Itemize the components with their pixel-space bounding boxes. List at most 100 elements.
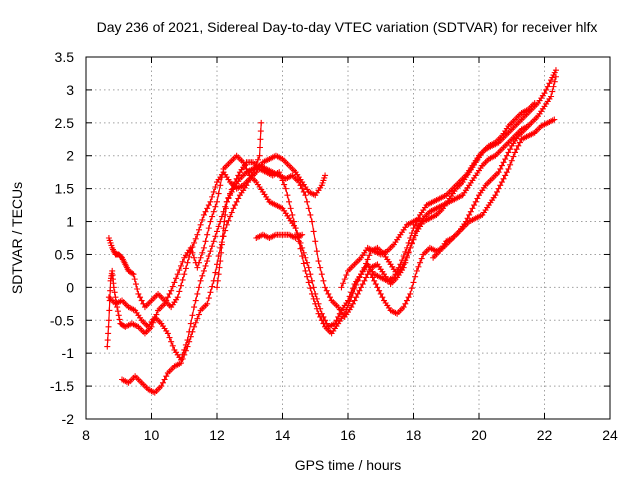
data-point xyxy=(230,182,237,189)
data-point xyxy=(500,175,507,182)
data-point xyxy=(549,88,556,95)
data-point xyxy=(235,195,242,202)
data-point xyxy=(502,172,509,179)
data-point xyxy=(168,287,175,294)
y-axis-label: SDTVAR / TECUs xyxy=(9,182,25,294)
data-point xyxy=(531,100,538,107)
data-point xyxy=(469,205,476,212)
data-point xyxy=(131,276,138,283)
data-point xyxy=(551,116,558,123)
data-point xyxy=(215,223,222,230)
data-point xyxy=(199,216,206,223)
y-tick-label: -2 xyxy=(62,411,75,427)
data-point xyxy=(467,208,474,215)
x-tick-label: 10 xyxy=(144,427,160,443)
data-point xyxy=(294,231,301,238)
data-point xyxy=(173,275,180,282)
data-point xyxy=(292,225,299,232)
data-point xyxy=(304,198,311,205)
data-point xyxy=(351,286,358,293)
series xyxy=(367,116,558,317)
data-point xyxy=(307,211,314,218)
data-point xyxy=(516,139,523,146)
data-point xyxy=(286,198,293,205)
data-point xyxy=(313,248,320,255)
data-point xyxy=(227,190,234,197)
data-point xyxy=(204,300,211,307)
data-point xyxy=(174,294,181,301)
data-point xyxy=(179,351,186,358)
data-point xyxy=(243,182,250,189)
data-point xyxy=(300,188,307,195)
data-point xyxy=(112,294,119,301)
x-tick-label: 22 xyxy=(537,427,553,443)
data-point xyxy=(402,300,409,307)
data-point xyxy=(364,256,371,263)
data-point xyxy=(297,245,304,252)
data-point xyxy=(410,236,417,243)
data-point xyxy=(210,238,217,245)
data-point xyxy=(137,294,144,301)
data-point xyxy=(345,302,351,309)
data-point xyxy=(552,67,559,74)
data-point xyxy=(305,264,312,271)
data-point xyxy=(377,290,384,297)
series xyxy=(214,100,538,337)
data-point xyxy=(356,274,363,281)
data-point xyxy=(194,290,201,297)
x-axis-label: GPS time / hours xyxy=(295,457,402,473)
data-point xyxy=(217,182,224,189)
data-point xyxy=(194,231,201,238)
data-point xyxy=(164,330,171,337)
data-point xyxy=(402,257,409,264)
data-point xyxy=(503,152,510,159)
data-point xyxy=(548,93,555,100)
data-point xyxy=(494,188,501,195)
data-point xyxy=(400,304,407,311)
data-point xyxy=(177,262,184,269)
data-point xyxy=(300,260,307,267)
data-point xyxy=(338,284,345,291)
data-point xyxy=(318,271,325,278)
data-point xyxy=(176,288,183,295)
data-point xyxy=(282,185,289,192)
data-point xyxy=(317,264,324,271)
data-point xyxy=(372,281,379,288)
data-point xyxy=(318,317,325,324)
data-point xyxy=(209,283,216,290)
data-point xyxy=(195,311,202,318)
data-point xyxy=(312,300,319,307)
data-point xyxy=(299,185,306,192)
data-point xyxy=(107,287,114,294)
data-point xyxy=(215,271,222,278)
data-point xyxy=(232,179,239,186)
data-point xyxy=(212,203,219,210)
data-point xyxy=(276,169,283,176)
data-point xyxy=(551,78,558,85)
data-point xyxy=(257,136,264,143)
data-point xyxy=(207,248,214,255)
data-point xyxy=(498,162,505,169)
data-point xyxy=(186,253,193,260)
y-tick-label: -1 xyxy=(62,345,75,361)
data-point xyxy=(114,308,121,315)
data-point xyxy=(176,267,183,274)
data-point xyxy=(472,198,479,205)
y-tick-label: -1.5 xyxy=(50,378,74,394)
data-point xyxy=(256,144,263,151)
data-point xyxy=(115,312,122,319)
data-point xyxy=(205,253,212,260)
data-point xyxy=(356,287,363,294)
data-point xyxy=(254,156,261,163)
data-point xyxy=(195,226,202,233)
data-point xyxy=(169,342,176,349)
data-point xyxy=(192,319,199,326)
y-tick-label: 0.5 xyxy=(55,246,75,262)
data-point xyxy=(218,249,225,256)
data-point xyxy=(197,221,204,228)
data-point xyxy=(212,269,219,276)
data-point xyxy=(320,320,327,327)
data-point xyxy=(217,244,224,251)
data-point xyxy=(195,284,202,291)
data-point xyxy=(340,280,347,287)
